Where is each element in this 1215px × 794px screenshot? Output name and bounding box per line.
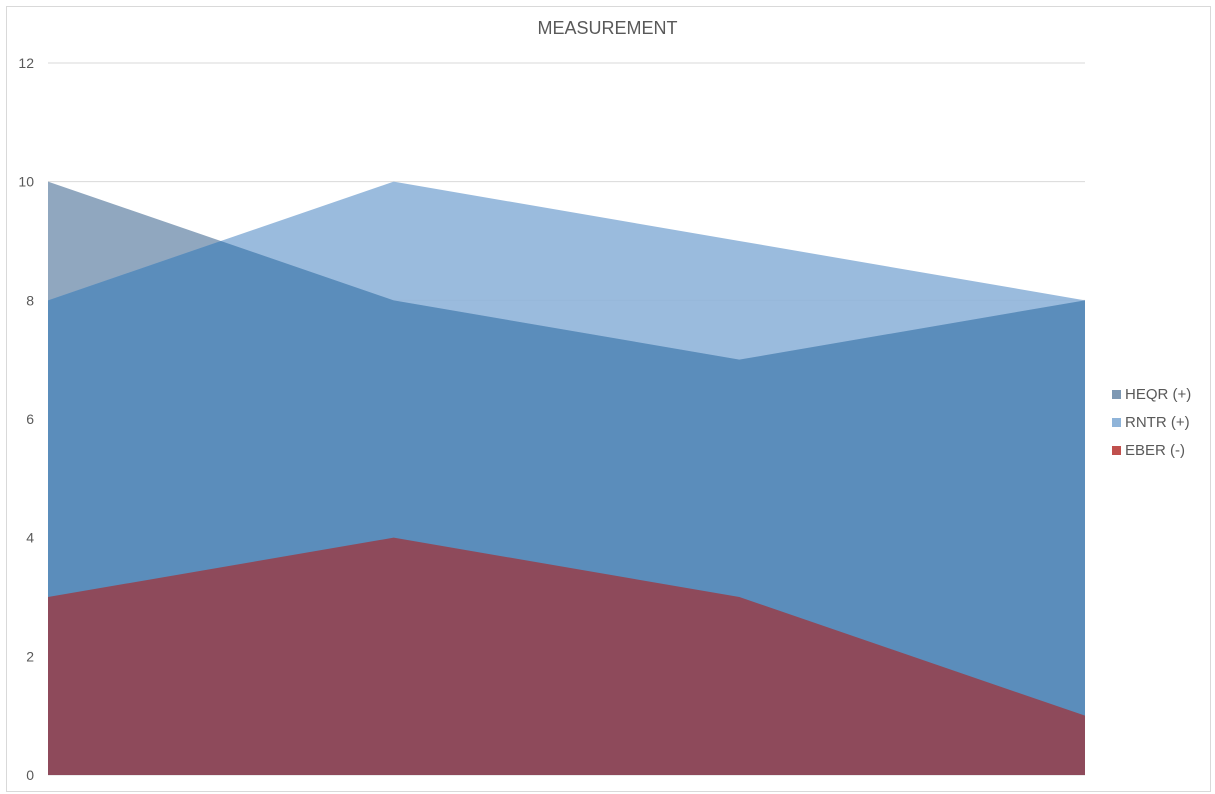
y-axis: 0 2 4 6 8 10 12 bbox=[18, 55, 34, 783]
legend-item-eber: EBER (-) bbox=[1112, 436, 1191, 464]
legend: HEQR (+) RNTR (+) EBER (-) bbox=[1112, 380, 1191, 464]
legend-swatch-rntr bbox=[1112, 417, 1121, 427]
y-tick-label: 10 bbox=[18, 174, 34, 190]
y-tick-label: 8 bbox=[26, 292, 34, 308]
legend-label-heqr: HEQR (+) bbox=[1125, 385, 1192, 403]
legend-swatch-eber bbox=[1112, 445, 1121, 455]
area-series bbox=[48, 181, 1085, 775]
area-eber bbox=[48, 537, 1085, 775]
y-tick-label: 4 bbox=[26, 530, 34, 546]
legend-label-rntr: RNTR (+) bbox=[1125, 413, 1190, 431]
y-tick-label: 2 bbox=[26, 648, 34, 664]
legend-label-eber: EBER (-) bbox=[1125, 441, 1185, 459]
y-tick-label: 6 bbox=[26, 411, 34, 427]
legend-item-heqr: HEQR (+) bbox=[1112, 380, 1191, 408]
y-tick-label: 12 bbox=[18, 55, 34, 71]
legend-item-rntr: RNTR (+) bbox=[1112, 408, 1191, 436]
legend-swatch-heqr bbox=[1112, 389, 1121, 399]
chart-title: MEASUREMENT bbox=[537, 18, 678, 38]
chart-frame bbox=[6, 6, 1211, 792]
y-tick-label: 0 bbox=[26, 767, 34, 783]
